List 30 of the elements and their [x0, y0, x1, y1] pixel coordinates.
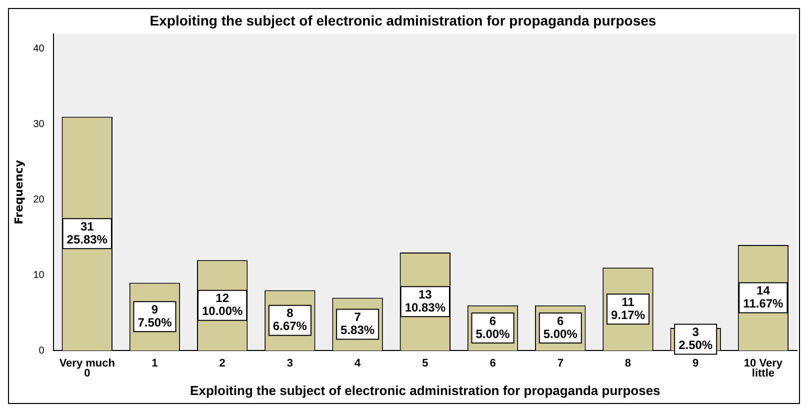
chart-title: Exploiting the subject of electronic administration for propaganda purposes	[150, 12, 656, 28]
y-tick-label: 20	[33, 194, 45, 206]
x-tick-label: Very much 0	[59, 358, 116, 380]
x-tick-label: 8	[624, 358, 632, 370]
x-tick-label: 10 Very little	[744, 358, 784, 380]
x-tick-label: 3	[286, 358, 294, 370]
data-label: 6 5.00%	[476, 314, 510, 341]
data-label: 14 11.67%	[743, 284, 784, 311]
data-label: 12 10.00%	[202, 291, 244, 318]
x-tick-label: 1	[152, 358, 158, 370]
x-tick-label: 4	[354, 358, 362, 370]
data-label: 3 2.50%	[678, 325, 713, 352]
data-label: 7 5.83%	[340, 310, 375, 338]
x-tick-label: 2	[219, 358, 226, 370]
x-tick-label: 6	[490, 358, 496, 370]
y-tick-label: 40	[33, 44, 45, 55]
y-axis-title: Frequency	[12, 160, 26, 224]
x-axis-title: Exploiting the subject of electronic administration for propaganda purposes	[190, 382, 660, 398]
y-tick-label: 30	[33, 119, 45, 130]
data-label: 31 25.83%	[66, 220, 108, 246]
x-tick-label: 9	[692, 358, 699, 370]
data-label: 8 6.67%	[272, 306, 308, 334]
data-label: 6 5.00%	[543, 314, 578, 341]
data-label: 9 7.50%	[138, 302, 172, 330]
x-tick-label: 5	[422, 358, 428, 370]
data-label: 11 9.17%	[610, 294, 646, 322]
data-label: 13 10.83%	[404, 287, 446, 314]
y-tick-label: 0	[38, 345, 45, 356]
x-tick-label: 7	[557, 358, 564, 370]
y-tick-label: 10	[33, 270, 45, 281]
